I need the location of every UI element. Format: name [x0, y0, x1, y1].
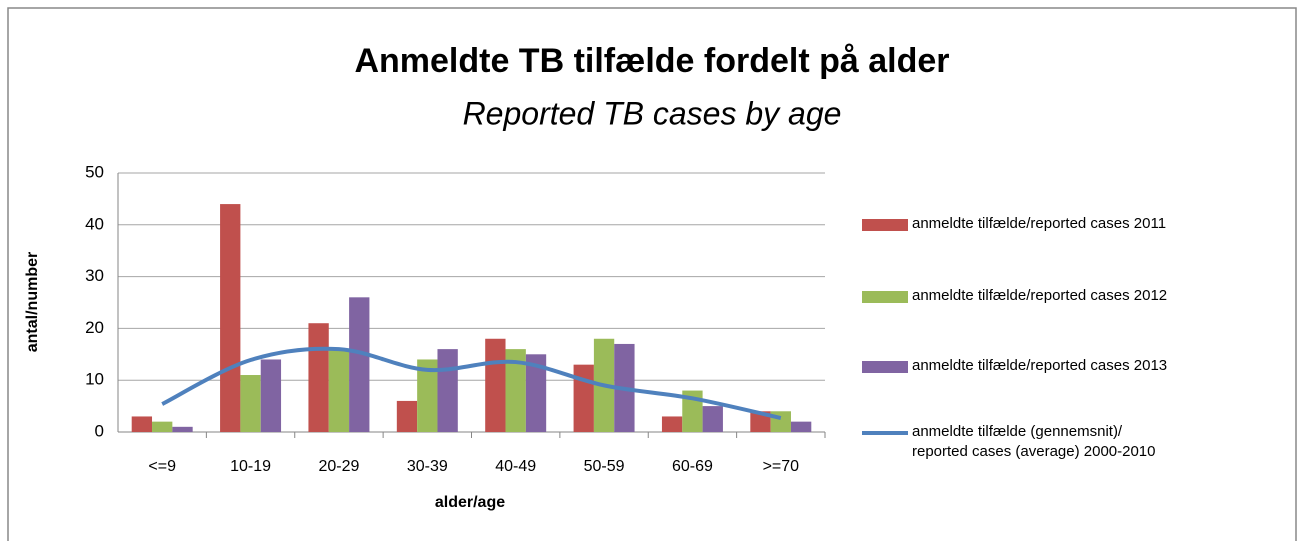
x-tick-label: 20-29: [318, 458, 359, 475]
chart-subtitle: Reported TB cases by age: [463, 95, 842, 131]
chart-title: Anmeldte TB tilfælde fordelt på alder: [354, 42, 949, 80]
line-series: [161, 346, 782, 420]
x-tick-label: 30-39: [407, 458, 448, 475]
y-tick-label: 10: [85, 370, 104, 389]
legend-swatch: [862, 361, 908, 373]
bar: [525, 354, 547, 432]
bar: [485, 338, 506, 432]
bar: [396, 400, 418, 432]
legend-swatch: [862, 219, 908, 231]
legend-label: anmeldte tilfælde/reported cases 2013: [912, 357, 1168, 374]
bar: [505, 349, 526, 432]
bar: [152, 421, 173, 432]
y-tick-label: 0: [95, 421, 104, 440]
bar: [220, 204, 241, 432]
legend-label: anmeldte tilfælde/reported cases 2011: [912, 215, 1167, 232]
legend-label: anmeldte tilfælde (gennemsnit)/ reported…: [912, 423, 1156, 460]
bar: [661, 416, 683, 432]
legend-swatch: [862, 291, 908, 303]
bar: [172, 426, 193, 432]
bar: [328, 349, 350, 432]
y-tick-label: 30: [85, 266, 104, 285]
bar: [131, 416, 153, 432]
bar: [437, 349, 458, 432]
bar: [417, 359, 438, 432]
legend-label: anmeldte tilfælde/reported cases 2012: [912, 287, 1168, 304]
y-tick-label: 20: [85, 318, 104, 337]
x-tick-label: 60-69: [672, 458, 713, 475]
bar: [349, 297, 370, 432]
y-axis-label: antal/number: [24, 252, 41, 352]
x-tick-label: 50-59: [584, 458, 625, 475]
x-tick-label: <=9: [148, 458, 176, 475]
x-tick-label: >=70: [763, 458, 800, 475]
bar: [702, 406, 723, 432]
bar: [240, 375, 261, 432]
x-axis-label: alder/age: [435, 494, 505, 511]
bar: [308, 323, 329, 432]
y-tick-label: 40: [85, 214, 104, 233]
bar: [790, 421, 812, 432]
bar: [573, 364, 594, 432]
x-tick-label: 10-19: [230, 458, 271, 475]
bar: [260, 359, 282, 432]
x-tick-label: 40-49: [495, 458, 536, 475]
y-tick-label: 50: [85, 162, 104, 181]
